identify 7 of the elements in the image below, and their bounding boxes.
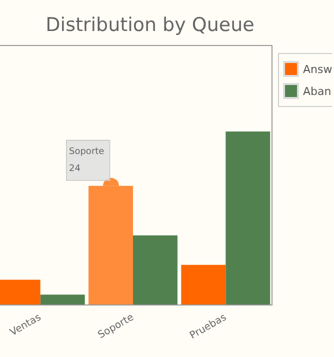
bar — [181, 264, 226, 305]
bar — [133, 235, 178, 305]
legend-label: Aban — [303, 84, 332, 98]
annotation: Soporte 24 — [69, 147, 105, 174]
bar — [226, 132, 270, 305]
legend-label: Answ — [303, 62, 332, 76]
chart-title: Distribution by Queue — [44, 14, 256, 36]
